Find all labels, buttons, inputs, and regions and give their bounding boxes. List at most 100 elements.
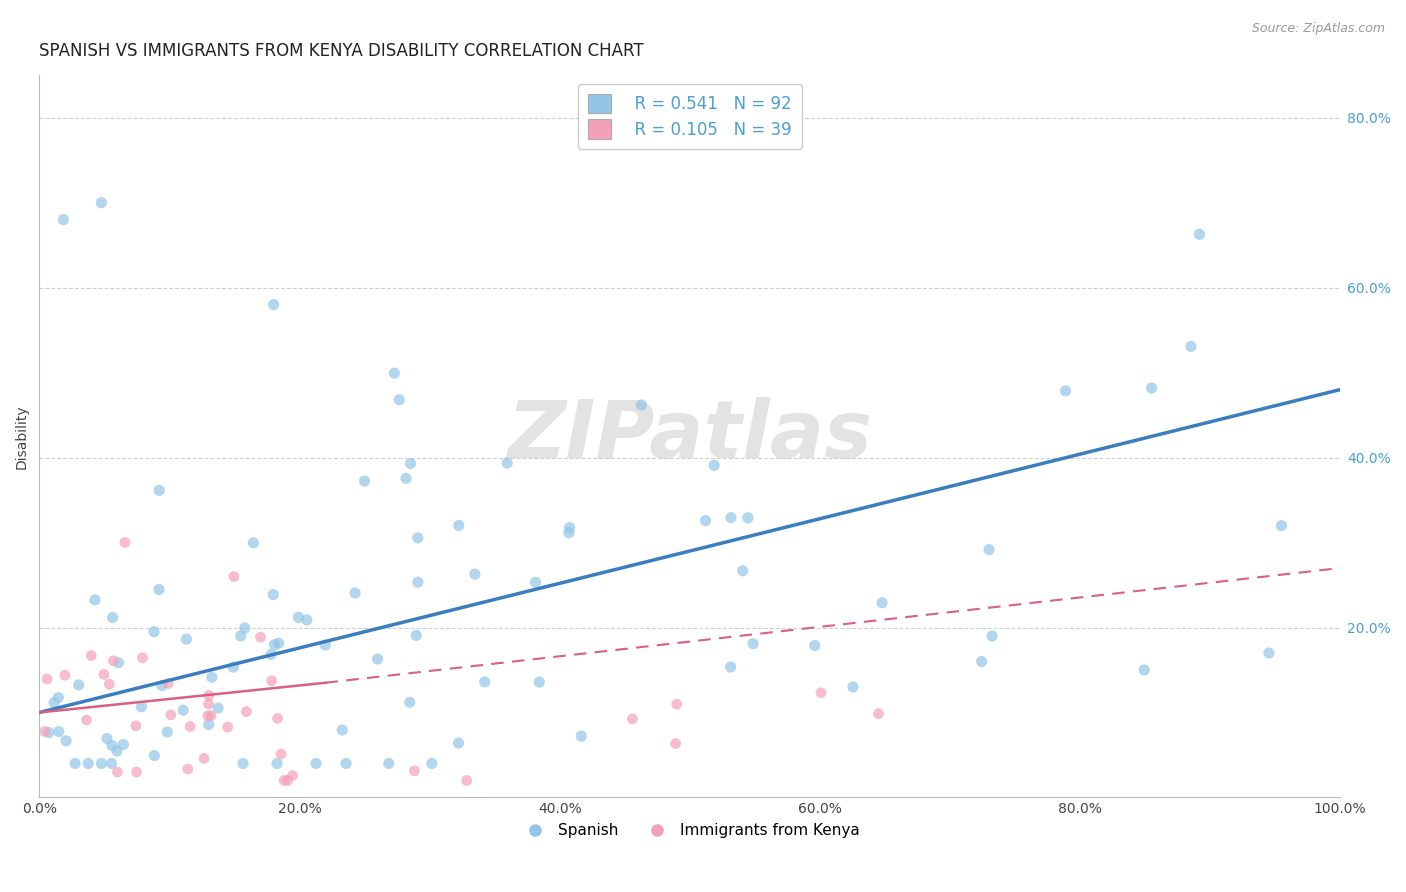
Point <box>842 680 865 694</box>
Point <box>474 674 496 689</box>
Point <box>703 458 725 473</box>
Point <box>260 648 283 662</box>
Point <box>143 748 166 763</box>
Point <box>977 542 1000 557</box>
Point <box>731 564 754 578</box>
Point <box>131 699 153 714</box>
Point <box>406 575 429 590</box>
Point <box>222 660 245 674</box>
Point <box>382 366 405 380</box>
Point <box>630 398 652 412</box>
Point <box>277 773 299 788</box>
Point <box>447 736 470 750</box>
Point <box>131 651 153 665</box>
Point <box>201 670 224 684</box>
Point <box>172 703 194 717</box>
Point <box>496 456 519 470</box>
Point <box>263 638 285 652</box>
Point <box>558 525 581 540</box>
Point <box>197 708 219 723</box>
Point <box>330 723 353 737</box>
Point <box>105 744 128 758</box>
Point <box>150 679 173 693</box>
Point <box>197 717 219 731</box>
Point <box>222 569 245 583</box>
Text: ZIPatlas: ZIPatlas <box>508 397 872 475</box>
Point <box>200 708 222 723</box>
Point <box>217 720 239 734</box>
Point <box>193 751 215 765</box>
Point <box>197 697 219 711</box>
Text: SPANISH VS IMMIGRANTS FROM KENYA DISABILITY CORRELATION CHART: SPANISH VS IMMIGRANTS FROM KENYA DISABIL… <box>39 42 644 60</box>
Point <box>143 624 166 639</box>
Point <box>260 673 283 688</box>
Point <box>157 676 180 690</box>
Point <box>287 610 309 624</box>
Point <box>1140 381 1163 395</box>
Point <box>90 195 112 210</box>
Point <box>377 756 399 771</box>
Point <box>148 483 170 498</box>
Point <box>665 697 688 711</box>
Point <box>159 707 181 722</box>
Point <box>398 695 420 709</box>
Point <box>249 630 271 644</box>
Point <box>870 596 893 610</box>
Point <box>395 471 418 485</box>
Point <box>1188 227 1211 242</box>
Point <box>84 593 107 607</box>
Point <box>107 764 129 779</box>
Point <box>742 637 765 651</box>
Point <box>53 668 76 682</box>
Point <box>156 725 179 739</box>
Text: Source: ZipAtlas.com: Source: ZipAtlas.com <box>1251 22 1385 36</box>
Point <box>233 621 256 635</box>
Point <box>314 638 336 652</box>
Point <box>405 628 427 642</box>
Point <box>388 392 411 407</box>
Point <box>148 582 170 597</box>
Point <box>46 690 69 705</box>
Point <box>67 678 90 692</box>
Point <box>263 298 285 312</box>
Point <box>35 672 58 686</box>
Point <box>232 756 254 771</box>
Point <box>107 656 129 670</box>
Point <box>112 738 135 752</box>
Point <box>464 567 486 582</box>
Point <box>665 737 688 751</box>
Point <box>305 756 328 771</box>
Point <box>367 652 389 666</box>
Point <box>524 575 547 590</box>
Point <box>114 535 136 549</box>
Point <box>399 457 422 471</box>
Point <box>125 719 148 733</box>
Point <box>970 655 993 669</box>
Point <box>55 734 77 748</box>
Point <box>80 648 103 663</box>
Point <box>63 756 86 771</box>
Point <box>90 756 112 771</box>
Point <box>720 660 742 674</box>
Point <box>235 705 257 719</box>
Point <box>101 739 124 753</box>
Point <box>420 756 443 771</box>
Point <box>456 773 478 788</box>
Point <box>98 677 121 691</box>
Point <box>1258 646 1281 660</box>
Point <box>242 536 264 550</box>
Point <box>267 636 290 650</box>
Point <box>198 689 221 703</box>
Point <box>344 586 367 600</box>
Point <box>558 521 581 535</box>
Point <box>273 773 295 788</box>
Point <box>529 675 551 690</box>
Point <box>803 639 825 653</box>
Point <box>42 696 65 710</box>
Point <box>810 686 832 700</box>
Point <box>695 514 717 528</box>
Point <box>266 756 288 771</box>
Point <box>229 629 252 643</box>
Point <box>100 756 122 771</box>
Point <box>1054 384 1077 398</box>
